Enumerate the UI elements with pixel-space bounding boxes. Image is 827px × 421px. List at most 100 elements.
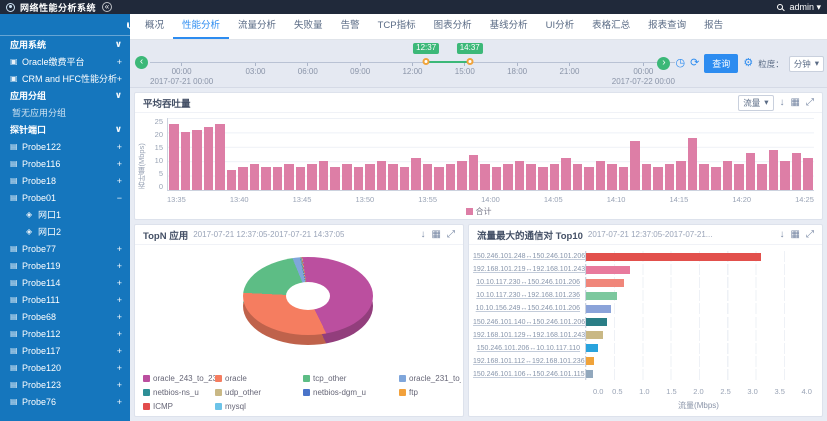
- tab-失败量[interactable]: 失败量: [294, 20, 323, 31]
- sidebar-search-input[interactable]: [10, 19, 127, 30]
- sidebar-item-网口1[interactable]: ◈ 网口1: [0, 206, 130, 223]
- tab-流量分析[interactable]: 流量分析: [238, 20, 277, 31]
- throughput-bar[interactable]: [318, 161, 329, 190]
- pair-label[interactable]: 192.168.101.219↔192.168.101.243: [473, 266, 586, 274]
- pair-bar[interactable]: [586, 304, 612, 313]
- throughput-bar[interactable]: [699, 164, 709, 190]
- tab-性能分析[interactable]: 性能分析: [173, 14, 230, 39]
- throughput-bar[interactable]: [745, 152, 756, 190]
- query-button[interactable]: 查询: [704, 54, 739, 73]
- series-select[interactable]: 流量 ▾: [738, 94, 774, 111]
- throughput-bar[interactable]: [768, 149, 779, 190]
- throughput-bar[interactable]: [353, 166, 364, 190]
- throughput-bar[interactable]: [618, 166, 629, 190]
- throughput-bar[interactable]: [803, 158, 813, 190]
- range-handle-start[interactable]: [422, 58, 430, 65]
- pair-label[interactable]: 10.10.156.249↔150.246.101.206: [475, 305, 580, 313]
- timeline-axis[interactable]: 00:00 2017-07-21 00:00 03:00 06:00 09:00 12:0…: [150, 42, 675, 86]
- throughput-bar[interactable]: [791, 152, 802, 190]
- sidebar-item-probe77[interactable]: ▤ Probe77 +: [0, 240, 130, 257]
- throughput-bar[interactable]: [641, 164, 652, 190]
- sidebar-item-probe117[interactable]: ▤ Probe117 +: [0, 342, 130, 359]
- tab-tcp指标[interactable]: TCP指标: [377, 20, 416, 31]
- throughput-bar[interactable]: [238, 166, 248, 190]
- throughput-bar[interactable]: [503, 164, 513, 190]
- sidebar-item-probe111[interactable]: ▤ Probe111 +: [0, 291, 130, 308]
- expand-item-icon[interactable]: +: [116, 294, 122, 305]
- time-picker-icon[interactable]: ◷: [675, 57, 686, 69]
- throughput-bar[interactable]: [272, 166, 283, 190]
- throughput-bar[interactable]: [169, 123, 179, 190]
- throughput-bar[interactable]: [595, 161, 606, 190]
- chevron-down-icon[interactable]: ∨: [114, 39, 122, 49]
- sidebar-item-probe114[interactable]: ▤ Probe114 +: [0, 274, 130, 291]
- throughput-bar[interactable]: [491, 166, 502, 190]
- sidebar-item-probe01[interactable]: ▤ Probe01 −: [0, 189, 130, 206]
- topn-donut-chart[interactable]: [243, 257, 373, 349]
- throughput-bar[interactable]: [295, 166, 306, 190]
- download-icon[interactable]: ↓: [420, 229, 426, 240]
- throughput-bar[interactable]: [630, 141, 640, 190]
- throughput-bar[interactable]: [341, 164, 352, 190]
- legend-item-oracle-243-to-236[interactable]: oracle_243_to_236: [143, 374, 215, 383]
- expand-item-icon[interactable]: +: [116, 56, 122, 67]
- expand-item-icon[interactable]: +: [116, 141, 122, 152]
- legend-item-tcp-other[interactable]: tcp_other: [303, 374, 399, 383]
- sidebar-item-probe120[interactable]: ▤ Probe120 +: [0, 359, 130, 376]
- sidebar-item-probe112[interactable]: ▤ Probe112 +: [0, 325, 130, 342]
- tab-概况[interactable]: 概况: [145, 20, 165, 31]
- pair-bar[interactable]: [586, 278, 625, 287]
- pair-bar[interactable]: [586, 370, 593, 379]
- tab-报表查询[interactable]: 报表查询: [648, 20, 687, 31]
- throughput-bar[interactable]: [284, 164, 294, 190]
- tab-告警[interactable]: 告警: [340, 20, 360, 31]
- expand-item-icon[interactable]: +: [116, 379, 122, 390]
- throughput-bar[interactable]: [549, 164, 560, 190]
- timeline-next-button[interactable]: ›: [657, 57, 671, 70]
- table-view-icon[interactable]: ▦: [790, 229, 800, 240]
- sidebar-search-icon[interactable]: [127, 21, 129, 28]
- throughput-bar[interactable]: [607, 164, 617, 190]
- pair-bar[interactable]: [586, 291, 618, 300]
- throughput-bar[interactable]: [330, 166, 340, 190]
- pair-label[interactable]: 150.246.101.206↔10.10.117.110: [476, 344, 580, 352]
- download-icon[interactable]: ↓: [779, 97, 785, 108]
- pair-bar[interactable]: [586, 331, 603, 340]
- tab-报告[interactable]: 报告: [704, 20, 724, 31]
- pair-label[interactable]: 150.246.101.140↔150.246.101.206: [473, 318, 586, 326]
- tab-ui分析[interactable]: UI分析: [545, 20, 575, 31]
- expand-item-icon[interactable]: +: [116, 311, 122, 322]
- throughput-bar[interactable]: [411, 158, 421, 190]
- throughput-bar[interactable]: [422, 164, 433, 190]
- sidebar-item-应用分组[interactable]: 应用分组 ∨: [0, 87, 130, 104]
- collapse-item-icon[interactable]: −: [116, 192, 122, 203]
- legend-item-mysql[interactable]: mysql: [215, 402, 303, 411]
- legend-item-netbios-ns-u[interactable]: netbios-ns_u: [143, 388, 215, 397]
- throughput-legend[interactable]: 合计: [135, 206, 822, 217]
- expand-item-icon[interactable]: +: [116, 260, 122, 271]
- tab-基线分析[interactable]: 基线分析: [489, 20, 528, 31]
- sidebar-item-探针端口[interactable]: 探针端口 ∨: [0, 121, 130, 138]
- user-menu[interactable]: admin ▾: [789, 2, 821, 13]
- granularity-select[interactable]: 分钟 ▾: [788, 55, 824, 72]
- throughput-bar[interactable]: [480, 164, 490, 190]
- sidebar-item-probe123[interactable]: ▤ Probe123 +: [0, 376, 130, 393]
- chevron-down-icon[interactable]: ∨: [114, 124, 122, 134]
- legend-item-oracle-231-to-236[interactable]: oracle_231_to_236: [399, 374, 461, 383]
- throughput-bar[interactable]: [526, 164, 536, 190]
- throughput-bar[interactable]: [757, 164, 767, 190]
- throughput-bar[interactable]: [710, 166, 721, 190]
- sidebar-item-probe18[interactable]: ▤ Probe18 +: [0, 172, 130, 189]
- throughput-bar[interactable]: [365, 164, 375, 190]
- pair-label[interactable]: 150.246.101.248↔150.246.101.206: [473, 253, 586, 260]
- throughput-bar[interactable]: [249, 164, 260, 190]
- throughput-bar[interactable]: [215, 123, 225, 190]
- throughput-bar[interactable]: [226, 169, 237, 190]
- throughput-bar[interactable]: [734, 164, 744, 190]
- throughput-bar[interactable]: [468, 155, 479, 190]
- throughput-bar[interactable]: [584, 166, 594, 190]
- chevron-down-icon[interactable]: ∨: [114, 90, 122, 100]
- sidebar-item-probe116[interactable]: ▤ Probe116 +: [0, 155, 130, 172]
- throughput-bar[interactable]: [261, 166, 271, 190]
- search-icon[interactable]: [777, 4, 784, 10]
